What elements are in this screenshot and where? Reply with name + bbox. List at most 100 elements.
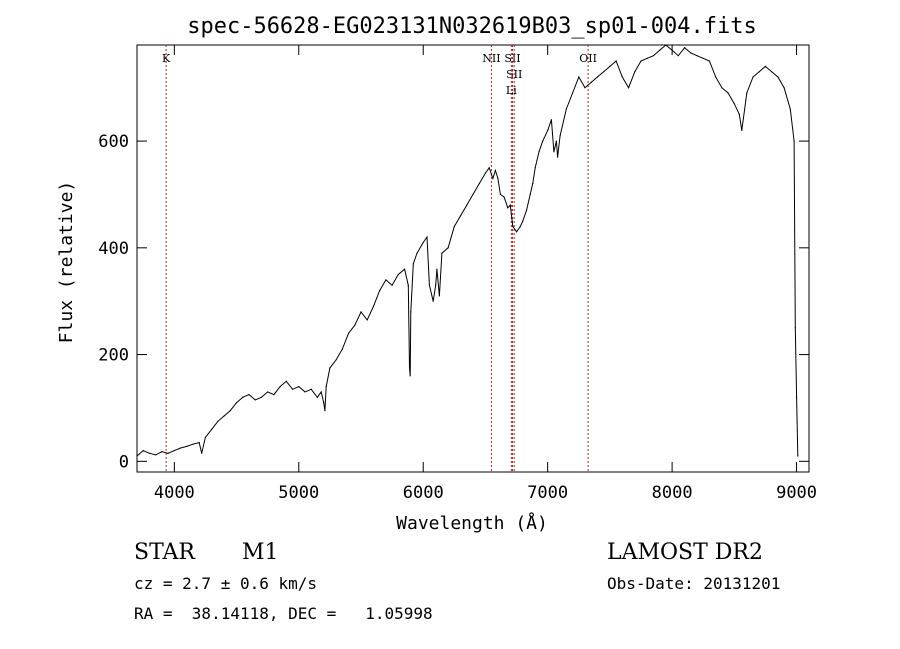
spectrum-point <box>603 71 605 73</box>
spectrum-point <box>254 399 256 401</box>
spectrum-point <box>385 279 387 281</box>
spectrum-point <box>529 193 531 196</box>
spectrum-point <box>403 268 406 270</box>
spectrum-point <box>507 207 509 209</box>
spectrum-point <box>555 140 557 142</box>
spectrum-point <box>426 236 428 238</box>
spectrum-point <box>627 87 630 89</box>
spectrum-point <box>173 450 175 452</box>
spectrum-point <box>142 450 144 452</box>
spectrum-point <box>538 151 540 153</box>
spectrum-point <box>797 455 799 457</box>
spectrum-point <box>298 386 300 388</box>
spectrum-point <box>354 324 356 326</box>
redshift-cz: cz = 2.7 ± 0.6 km/s <box>134 574 317 593</box>
spectrum-point <box>532 183 534 185</box>
spectrum-point <box>416 252 418 254</box>
spectrum-point <box>702 57 704 59</box>
spectrum-point <box>438 295 440 297</box>
spectrum-point <box>472 193 474 196</box>
spectrum-point <box>136 455 138 457</box>
spectrum-point <box>410 311 412 313</box>
spectrum-point <box>335 359 337 361</box>
spectrum-point <box>515 231 518 233</box>
spectrum-point <box>503 196 505 198</box>
spectrum-point <box>325 386 327 388</box>
spectrum-point <box>412 263 414 265</box>
spectrum-point <box>407 284 409 286</box>
ra-dec-coordinates: RA = 38.14118, DEC = 1.05998 <box>134 604 433 623</box>
line-marker-label: SII <box>506 68 522 81</box>
spectrum-point <box>155 454 157 456</box>
spectrum-point <box>320 391 322 393</box>
x-tick-label: 6000 <box>403 483 444 503</box>
spectrum-point <box>223 415 225 417</box>
spectrum-point <box>435 284 437 286</box>
spectrum-point <box>542 140 544 142</box>
spectrum-point <box>727 92 729 94</box>
spectrum-point <box>492 177 494 180</box>
chart-title: spec-56628-EG023131N032619B03_sp01-004.f… <box>187 14 757 39</box>
spectrum-point <box>360 311 362 313</box>
spectrum-point <box>316 396 319 398</box>
spectrum-point <box>422 241 424 244</box>
spectrum-point <box>550 119 553 121</box>
spectrum-point <box>323 402 325 404</box>
spectrum-point <box>436 268 438 270</box>
plot-frame <box>136 44 810 473</box>
spectrum-point <box>217 420 219 422</box>
spectrum-point <box>192 443 194 445</box>
spectrum-point <box>783 87 785 89</box>
spectrum-point <box>310 388 312 390</box>
spectrum-point <box>752 76 754 78</box>
spectrum-point <box>204 436 207 438</box>
spectrum-point <box>447 247 449 249</box>
spectrum-point <box>260 396 263 398</box>
spectrum-point <box>428 284 431 286</box>
spectrum-point <box>584 87 586 89</box>
spectrum-point <box>652 55 655 57</box>
spectrum-point <box>285 380 287 382</box>
object-class: STAR <box>134 540 196 565</box>
spectrum-point <box>408 367 411 369</box>
spectrum-point <box>201 452 203 454</box>
series-group <box>136 44 799 457</box>
line-marker-label: Li <box>506 84 517 97</box>
spectrum-point <box>167 452 169 454</box>
spectrum-point <box>229 410 231 412</box>
spectrum-point <box>379 289 381 292</box>
obs-date: Obs-Date: 20131201 <box>607 574 780 593</box>
x-tick-label: 9000 <box>776 483 817 503</box>
spectrum-point <box>777 76 779 78</box>
spectrum-point <box>565 108 567 110</box>
spectrum-point <box>522 220 524 222</box>
spectrum-point <box>459 215 462 217</box>
spectrum-point <box>793 140 795 142</box>
spectrum-point <box>671 49 673 51</box>
spectrum-point <box>341 348 343 350</box>
spectrum-point <box>795 396 798 398</box>
spectrum-point <box>708 60 711 62</box>
spectrum-point <box>279 386 281 388</box>
spectrum-point <box>466 204 468 206</box>
x-tick-label: 5000 <box>278 483 319 503</box>
spectrum-point <box>291 388 294 390</box>
spectrum-point <box>696 55 698 57</box>
y-tick-label: 400 <box>98 239 129 259</box>
spectrum-point <box>758 71 760 73</box>
spectrum-point <box>499 193 501 196</box>
spectrum-series-line <box>136 44 799 457</box>
spectrum-point <box>677 55 679 57</box>
spectrum-point <box>329 367 331 369</box>
spectrum-point <box>609 65 611 67</box>
y-tick-label: 600 <box>98 132 129 152</box>
spectrum-point <box>659 49 661 51</box>
spectrum-point <box>525 209 528 212</box>
object-subclass: M1 <box>242 540 279 565</box>
spectrum-point <box>432 300 434 302</box>
spectrum-point <box>273 394 275 396</box>
spectrum-point <box>409 375 411 377</box>
spectrum-point <box>665 44 667 46</box>
spectrum-point <box>771 71 773 73</box>
spectrum-point <box>372 305 375 308</box>
